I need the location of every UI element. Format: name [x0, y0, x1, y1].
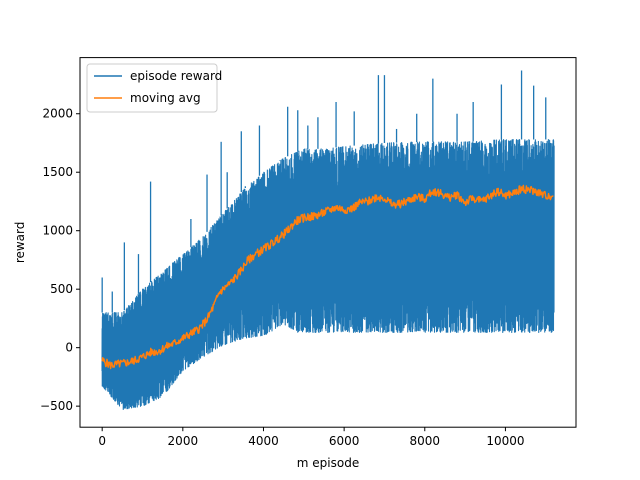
legend: episode reward moving avg — [86, 63, 222, 113]
y-axis: −500 0 500 1000 1500 2000 — [40, 107, 80, 413]
legend-label-moving-avg: moving avg — [130, 91, 201, 105]
legend-label-episode-reward: episode reward — [130, 69, 222, 83]
y-tick-label: 1500 — [42, 165, 73, 179]
x-tick-label: 8000 — [410, 434, 441, 448]
y-tick-label: 2000 — [42, 107, 73, 121]
x-axis-label: m episode — [297, 456, 359, 470]
series-moving-avg — [101, 184, 554, 370]
plot-content — [101, 70, 555, 411]
y-tick-label: 0 — [65, 341, 73, 355]
x-tick-label: 6000 — [329, 434, 360, 448]
x-tick-label: 2000 — [168, 434, 199, 448]
plot-frame — [79, 57, 577, 428]
y-axis-label: reward — [13, 222, 27, 264]
y-tick-label: 500 — [50, 282, 73, 296]
x-tick-label: 10000 — [486, 434, 524, 448]
x-tick-label: 0 — [98, 434, 106, 448]
y-tick-label: 1000 — [42, 224, 73, 238]
series-episode-reward — [101, 138, 555, 411]
x-axis: 0 2000 4000 6000 8000 10000 — [98, 427, 525, 448]
x-tick-label: 4000 — [248, 434, 279, 448]
y-tick-label: −500 — [40, 399, 73, 413]
